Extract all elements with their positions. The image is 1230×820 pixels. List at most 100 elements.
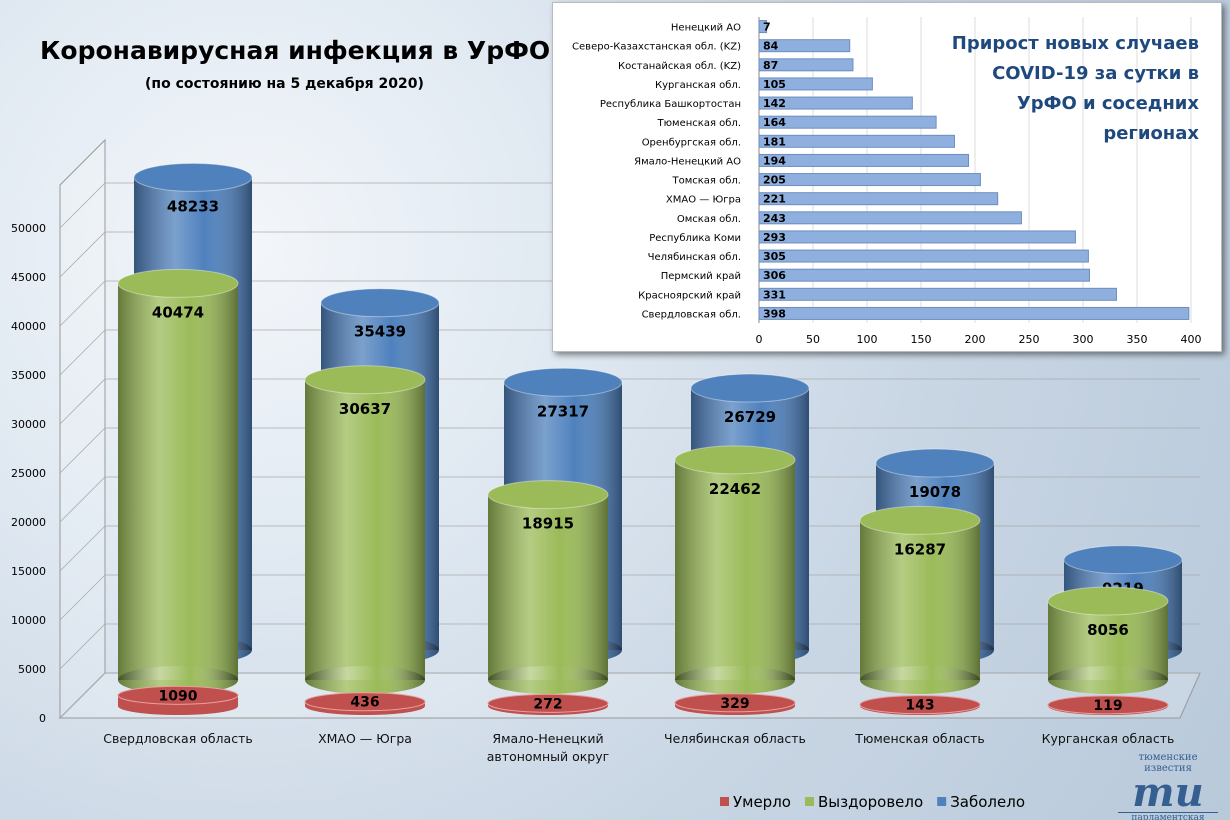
y-tick-label: 0 — [39, 712, 46, 725]
y-tick-label: 15000 — [11, 565, 46, 578]
logo-mark: ти — [1132, 769, 1204, 816]
y-tick-label: 30000 — [11, 418, 46, 431]
bar — [758, 20, 768, 34]
cylinder-shade-bottom — [1048, 666, 1168, 694]
inset-svg: 0 50 100 150 200 250 300 350 400 7 Ненецкий АО 84 Се… — [572, 17, 1202, 346]
y-tick-label: 25000 — [11, 467, 46, 480]
value-label: 143 — [905, 698, 934, 714]
legend-label: Умерло — [733, 793, 791, 811]
y-tick-label: 45000 — [11, 271, 46, 284]
bar — [758, 134, 955, 148]
cylinder-top — [859, 505, 981, 535]
cylinder-shade — [860, 520, 980, 680]
value-label: 16287 — [894, 540, 946, 558]
disk-top — [117, 685, 239, 705]
cylinder-top — [320, 288, 440, 318]
value-label: 119 — [1093, 698, 1122, 714]
value-label: 272 — [533, 696, 562, 712]
legend-swatch — [937, 797, 947, 806]
value-label: 243 — [763, 212, 786, 225]
bar — [758, 153, 970, 167]
y-tick-label: Омская обл. — [677, 214, 741, 225]
value-label: 26729 — [724, 408, 776, 426]
value-label: 331 — [763, 288, 786, 301]
bar — [758, 249, 1089, 263]
legend-label: Заболело — [950, 793, 1025, 811]
value-label: 40474 — [152, 303, 204, 321]
y-tick-label: 50000 — [11, 222, 46, 235]
x-tick-label: 250 — [1019, 333, 1040, 346]
value-label: 142 — [763, 97, 786, 110]
x-tick-label: ХМАО — Югра — [318, 731, 412, 746]
bar — [758, 230, 1076, 244]
cylinder-top — [304, 365, 426, 395]
x-tick-label: Свердловская область — [103, 731, 253, 746]
x-tick-label: 100 — [857, 333, 878, 346]
logo-top: тюменские известия — [1138, 752, 1198, 774]
inset-title: Прирост новых случаев COVID-19 за сутки … — [951, 33, 1199, 144]
value-label: 87 — [763, 59, 778, 72]
y-tick-label: Пермский край — [661, 271, 741, 282]
cylinder-shade-bottom — [305, 666, 425, 694]
value-label: 164 — [763, 116, 786, 129]
grid-line — [59, 525, 1200, 572]
legend-swatch — [720, 797, 729, 806]
disk-top — [304, 692, 426, 712]
bar — [758, 287, 1117, 301]
grid-line — [59, 672, 1200, 719]
cylinder-top — [674, 445, 796, 475]
y-tick-label: Свердловская обл. — [642, 309, 741, 320]
bar — [758, 211, 1022, 225]
value-label: 221 — [763, 193, 786, 206]
y-tick-label: 20000 — [11, 516, 46, 529]
value-label: 105 — [763, 78, 786, 91]
grid-line — [59, 574, 1200, 621]
bar — [758, 77, 873, 91]
cylinder-top — [690, 373, 810, 403]
y-tick-label: Красноярский край — [638, 290, 741, 301]
legend-swatch — [804, 797, 814, 806]
x-tick-label: 300 — [1073, 333, 1094, 346]
value-label: 205 — [763, 174, 786, 187]
grid-line — [59, 476, 1200, 523]
grid-line — [59, 427, 1200, 474]
y-tick-label: ХМАО — Югра — [666, 195, 741, 206]
value-label: 18915 — [522, 515, 574, 533]
y-tick-label: Тюменская обл. — [657, 118, 741, 129]
chart-title: Коронавирусная инфекция в УрФО — [40, 36, 551, 65]
x-tick-label: Челябинская область — [664, 731, 806, 746]
bar — [758, 306, 1190, 320]
x-tick-label: 0 — [756, 333, 763, 346]
cylinder-shade-bottom — [860, 666, 980, 694]
x-tick-label: 200 — [965, 333, 986, 346]
cylinder-top — [117, 268, 239, 298]
y-tick-label: Республика Башкортостан — [600, 99, 741, 110]
bar — [758, 96, 913, 110]
cylinder-top — [503, 367, 623, 397]
value-label: 194 — [763, 154, 786, 167]
y-tick-label: 10000 — [11, 614, 46, 627]
y-tick-label: 40000 — [11, 320, 46, 333]
logo-bottom: парламентская газета — [1118, 812, 1218, 820]
legend-label: Выздоровело — [818, 793, 923, 811]
value-label: 7 — [763, 21, 771, 34]
cylinder-shade — [305, 379, 425, 680]
value-label: 35439 — [354, 323, 406, 341]
cylinder-shade — [675, 459, 795, 680]
cylinder-top — [1063, 545, 1183, 575]
bar — [758, 58, 854, 72]
value-label: 306 — [763, 269, 786, 282]
x-tick-label: 50 — [806, 333, 820, 346]
cylinder-top — [487, 480, 609, 510]
y-tick-label: 5000 — [18, 663, 46, 676]
y-tick-label: Северо-Казахстанская обл. (KZ) — [572, 42, 741, 53]
cylinder-top — [1047, 586, 1169, 616]
inset-chart: 0 50 100 150 200 250 300 350 400 7 Ненецкий АО 84 Се… — [552, 2, 1222, 352]
bar — [758, 115, 937, 129]
value-label: 293 — [763, 231, 786, 244]
value-label: 329 — [720, 696, 749, 712]
value-label: 181 — [763, 135, 786, 148]
y-tick-label: Костанайская обл. (KZ) — [618, 61, 741, 72]
value-label: 30637 — [339, 400, 391, 418]
